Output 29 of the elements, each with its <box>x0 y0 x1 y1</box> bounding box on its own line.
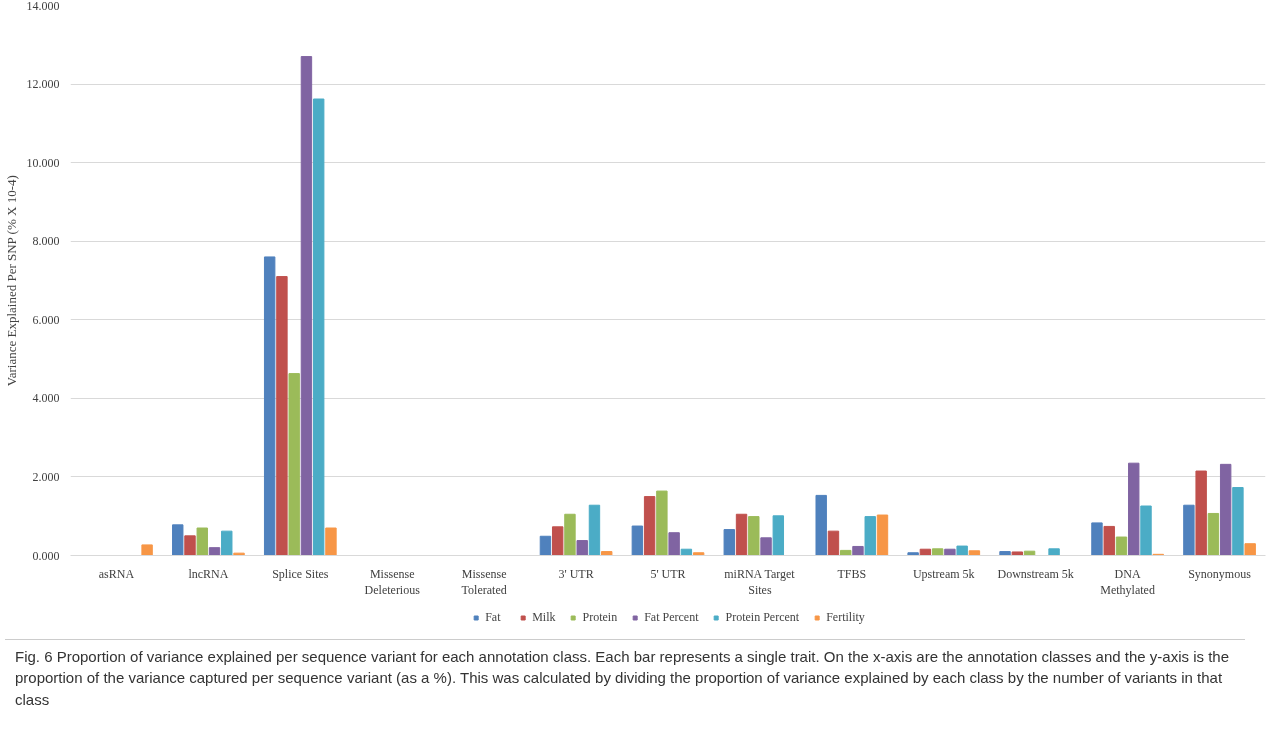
x-tick-label: Splice Sites <box>272 566 329 581</box>
caption: Fig. 6 Proportion of variance explained per sequence variant for each annotation class. Each bar represents a single trait. On the x-axis are the annotation classes and the y-axis is the proportion of the variance captured per sequence variant (as a %). This was calculated by dividing the proportion of variance explained by each class by the number of variants in that class <box>15 647 1231 710</box>
legend-label: Fat <box>485 609 502 625</box>
legend-label: Fat Percent <box>644 609 699 625</box>
x-tick-label: lncRNA <box>188 566 229 581</box>
legend-label: Fertility <box>826 609 865 625</box>
x-tick-label: Missense Deleterious <box>364 566 421 598</box>
y-tick-label: 2.000 <box>32 469 60 484</box>
x-tick-label: Missense Tolerated <box>461 566 507 598</box>
x-tick-label: DNA Methylated <box>1100 566 1155 598</box>
y-tick-label: 6.000 <box>32 312 60 327</box>
y-tick-label: 14.000 <box>26 0 60 13</box>
x-tick-label: 3' UTR <box>558 566 594 581</box>
y-tick-label: 0.000 <box>32 548 60 563</box>
x-tick-label: miRNA Target Sites <box>724 566 796 598</box>
x-tick-label: Upstream 5k <box>912 566 975 581</box>
x-tick-label: Downstream 5k <box>997 566 1074 581</box>
y-tick-label: 8.000 <box>32 234 60 249</box>
x-tick-label: TFBS <box>837 566 867 581</box>
x-tick-label: 5' UTR <box>650 566 686 581</box>
y-tick-label: 12.000 <box>26 77 60 92</box>
legend-label: Milk <box>532 609 556 625</box>
legend-label: Protein Percent <box>725 609 800 625</box>
x-tick-label: Synonymous <box>1188 566 1252 581</box>
y-tick-label: 4.000 <box>32 391 60 406</box>
x-tick-label: asRNA <box>98 566 135 581</box>
y-axis-title: Variance Explained Per SNP (% X 10-4) <box>3 175 19 387</box>
y-tick-label: 10.000 <box>26 155 60 170</box>
legend-label: Protein <box>582 609 618 625</box>
